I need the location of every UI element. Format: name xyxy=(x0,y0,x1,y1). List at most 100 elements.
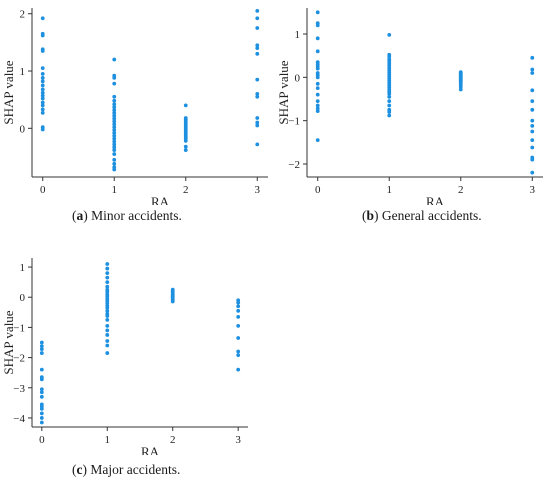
data-point xyxy=(112,125,117,130)
y-tick-label: 0 xyxy=(20,123,26,135)
data-point xyxy=(458,87,463,92)
data-point xyxy=(255,77,260,82)
data-point xyxy=(105,271,110,275)
caption-general-accidents: (b) General accidents. xyxy=(362,208,482,223)
x-tick-label: 3 xyxy=(530,184,536,196)
data-point xyxy=(40,110,45,115)
data-point xyxy=(530,138,535,143)
x-tick-label: 2 xyxy=(170,434,176,446)
data-point xyxy=(112,142,117,147)
data-point xyxy=(315,36,320,41)
data-point xyxy=(39,387,44,392)
data-point xyxy=(530,99,535,104)
y-axis-label: SHAP value xyxy=(1,310,16,374)
data-point xyxy=(315,92,320,97)
data-point xyxy=(387,54,392,59)
data-point xyxy=(112,130,117,135)
data-point xyxy=(105,333,110,337)
data-point xyxy=(315,106,320,111)
data-point xyxy=(40,75,45,80)
data-point xyxy=(255,51,260,56)
data-point xyxy=(530,88,535,93)
data-point xyxy=(530,157,535,162)
x-tick-label: 3 xyxy=(255,184,261,196)
data-point xyxy=(40,93,45,98)
y-tick-label: −2 xyxy=(13,353,25,365)
data-point xyxy=(39,394,44,399)
data-point xyxy=(112,110,117,115)
data-point xyxy=(40,83,45,88)
data-point xyxy=(112,161,117,166)
data-point xyxy=(236,300,241,305)
caption-minor-accidents: (a) Minor accidents. xyxy=(72,208,182,223)
data-point xyxy=(530,145,535,150)
caption-text: General accidents. xyxy=(381,208,482,223)
data-point xyxy=(315,81,320,86)
x-axis-label: RA xyxy=(426,194,445,205)
data-point xyxy=(40,127,45,132)
x-tick-label: 1 xyxy=(111,184,117,196)
data-point xyxy=(183,139,188,143)
data-point xyxy=(112,145,117,150)
data-point xyxy=(112,119,117,124)
data-point xyxy=(40,66,45,71)
data-point xyxy=(315,99,320,104)
data-point xyxy=(40,33,45,38)
y-tick-label: 0 xyxy=(20,292,26,304)
data-point xyxy=(112,136,117,141)
x-tick-label: 3 xyxy=(235,434,241,446)
data-point xyxy=(105,284,110,289)
x-tick-label: 2 xyxy=(458,184,464,196)
data-point xyxy=(387,110,392,114)
data-point xyxy=(40,96,45,101)
data-point xyxy=(183,103,188,108)
data-point xyxy=(170,299,175,304)
chart-general-accidents: −2 −1 0 1 0 1 2 3 RA SHAP value xyxy=(276,8,543,205)
data-point xyxy=(105,324,110,328)
data-point xyxy=(236,353,241,358)
data-point xyxy=(40,79,45,84)
y-tick-label: −1 xyxy=(288,116,300,128)
data-point xyxy=(105,266,110,271)
data-point xyxy=(105,275,110,280)
x-tick-label: 1 xyxy=(105,434,111,446)
data-point xyxy=(39,351,44,355)
caption-letter: c xyxy=(76,462,83,477)
caption-letter: b xyxy=(366,208,375,223)
data-point xyxy=(39,367,44,372)
data-point xyxy=(236,304,241,309)
data-point xyxy=(530,67,535,72)
data-point xyxy=(40,16,45,21)
data-point xyxy=(112,94,117,99)
y-tick-label: 2 xyxy=(20,9,26,21)
chart-minor-accidents: 0 1 2 0 1 2 3 RA SHAP value xyxy=(1,8,268,205)
data-point xyxy=(105,351,110,355)
data-point xyxy=(40,90,45,95)
data-point xyxy=(112,108,117,112)
data-point xyxy=(40,87,45,92)
data-point xyxy=(105,305,110,310)
data-point xyxy=(255,8,260,13)
x-axis-label: RA xyxy=(141,444,160,455)
data-point xyxy=(40,107,45,112)
data-point xyxy=(112,157,117,162)
data-point xyxy=(112,98,117,103)
data-point xyxy=(112,139,117,144)
y-tick-label: −2 xyxy=(288,159,300,171)
y-tick-label: 0 xyxy=(295,72,301,84)
caption-major-accidents: (c) Major accidents. xyxy=(72,462,181,477)
data-point xyxy=(105,314,110,318)
data-point xyxy=(315,23,320,28)
data-point xyxy=(105,328,110,333)
data-point xyxy=(530,129,535,134)
x-tick-label: 2 xyxy=(183,184,189,196)
x-tick-label: 0 xyxy=(39,434,45,446)
data-point xyxy=(112,128,117,132)
data-point xyxy=(105,317,110,322)
data-point xyxy=(112,167,117,172)
data-point xyxy=(530,71,535,75)
data-point xyxy=(40,49,45,53)
data-point xyxy=(387,113,392,118)
y-tick-label: 1 xyxy=(20,66,26,78)
data-point xyxy=(112,75,117,80)
